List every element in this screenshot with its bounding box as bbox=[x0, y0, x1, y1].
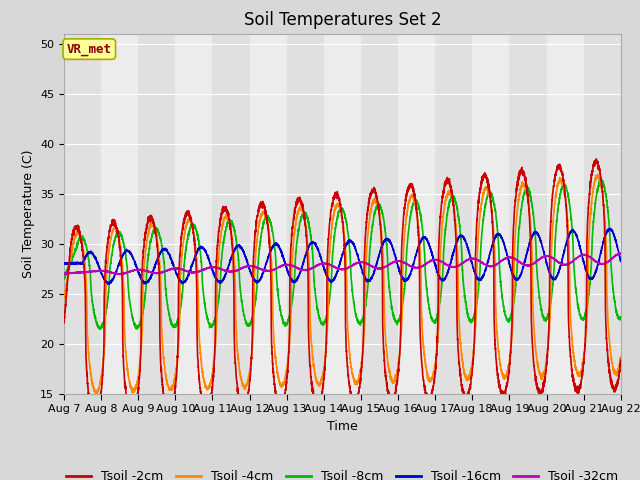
Y-axis label: Soil Temperature (C): Soil Temperature (C) bbox=[22, 149, 35, 278]
Bar bbox=[250, 34, 287, 394]
Bar bbox=[101, 34, 138, 394]
Title: Soil Temperatures Set 2: Soil Temperatures Set 2 bbox=[244, 11, 441, 29]
Bar bbox=[324, 34, 361, 394]
Bar bbox=[175, 34, 212, 394]
Legend: Tsoil -2cm, Tsoil -4cm, Tsoil -8cm, Tsoil -16cm, Tsoil -32cm: Tsoil -2cm, Tsoil -4cm, Tsoil -8cm, Tsoi… bbox=[61, 465, 623, 480]
Bar bbox=[547, 34, 584, 394]
Bar bbox=[398, 34, 435, 394]
Text: VR_met: VR_met bbox=[67, 43, 112, 56]
X-axis label: Time: Time bbox=[327, 420, 358, 432]
Bar bbox=[472, 34, 509, 394]
